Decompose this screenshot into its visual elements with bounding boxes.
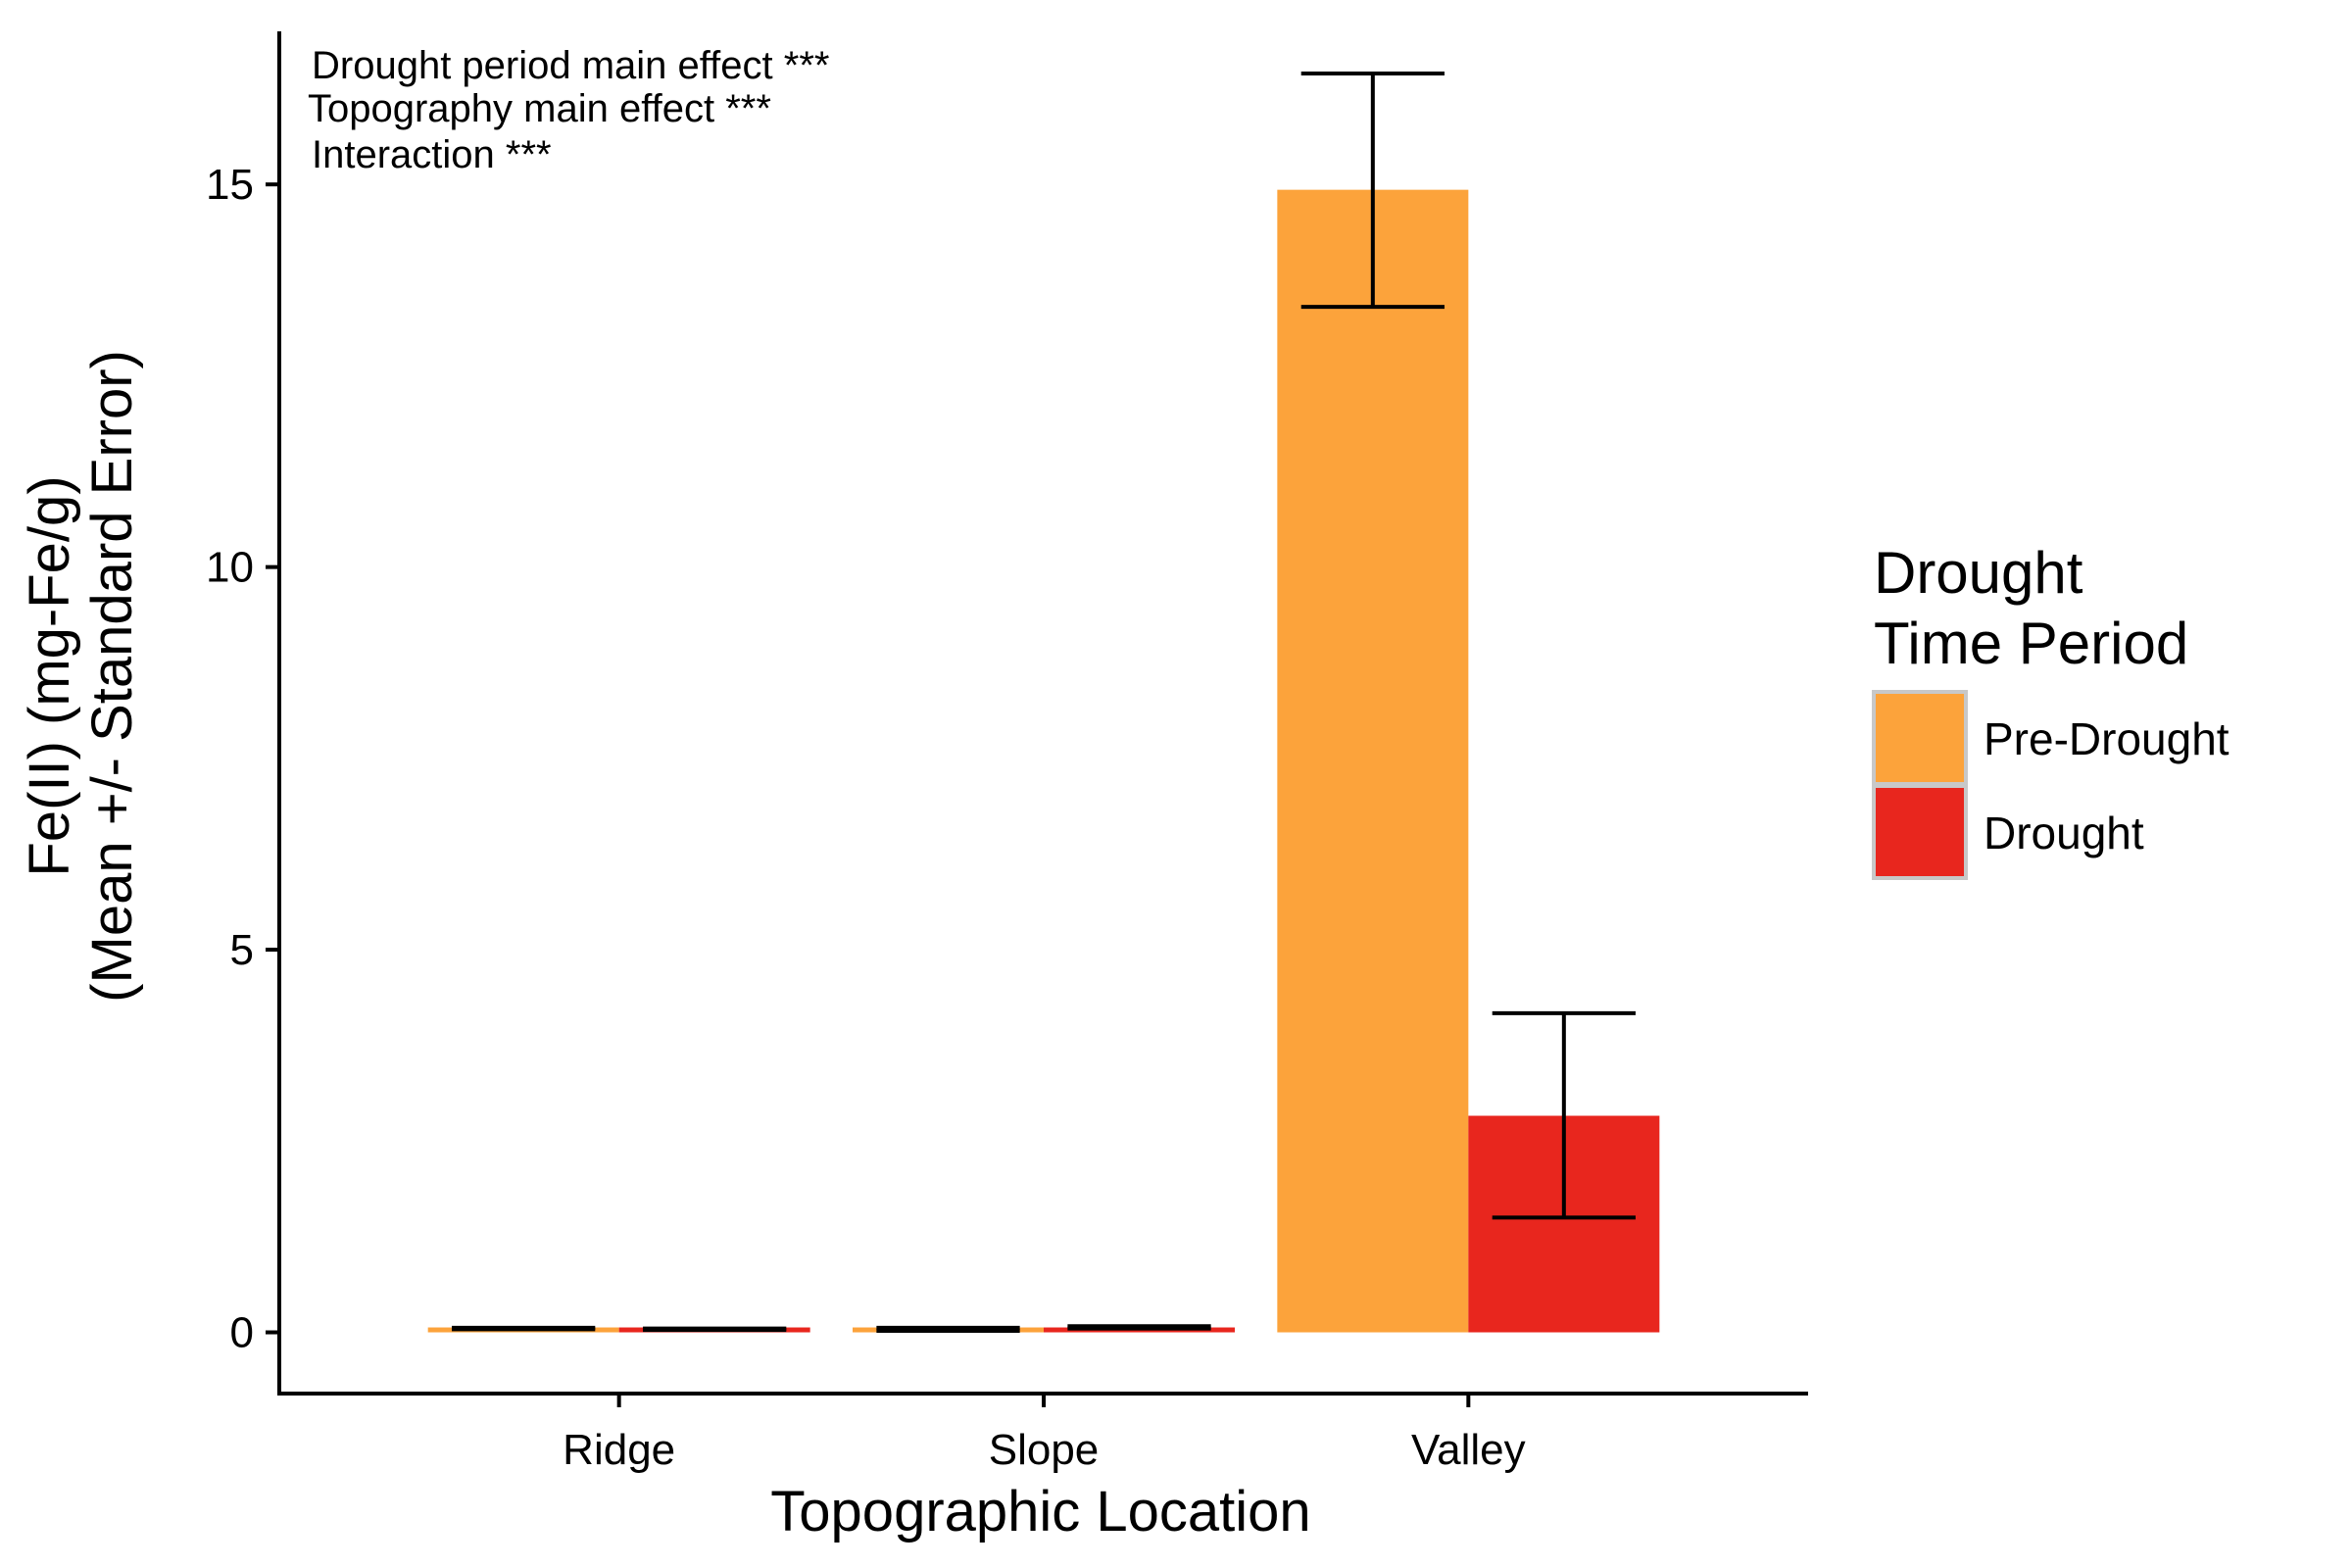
- x-tick-label-ridge: Ridge: [563, 1426, 675, 1474]
- legend-title-line-2: Time Period: [1874, 611, 2188, 676]
- x-tick-label-valley: Valley: [1411, 1426, 1526, 1474]
- y-tick-label-10: 10: [206, 544, 254, 592]
- annotation-drought-period: Drought period main effect ***: [312, 44, 829, 87]
- y-axis-title-line-2: (Mean +/- Standard Error): [80, 350, 144, 1003]
- x-ticks: Ridge Slope Valley: [563, 1394, 1526, 1474]
- y-tick-label-5: 5: [230, 926, 254, 974]
- legend-title-line-1: Drought: [1874, 540, 2083, 606]
- legend-label-pre-drought: Pre-Drought: [1984, 713, 2230, 764]
- legend-key-drought: [1872, 784, 1968, 880]
- annotations: Drought period main effect *** Topograph…: [308, 44, 829, 176]
- annotation-topography: Topography main effect ***: [308, 87, 771, 130]
- y-axis-title-line-1: Fe(II) (mg-Fe/g): [18, 475, 81, 876]
- legend-label-drought: Drought: [1984, 808, 2144, 858]
- x-axis-title: Topographic Location: [770, 1480, 1310, 1544]
- y-ticks: 0 5 10 15: [206, 161, 279, 1357]
- y-tick-label-0: 0: [230, 1309, 254, 1357]
- x-tick-label-slope: Slope: [989, 1426, 1100, 1474]
- y-axis-title: Fe(II) (mg-Fe/g) (Mean +/- Standard Erro…: [18, 350, 144, 1003]
- errorbars-layer: [452, 71, 1636, 1333]
- bars-layer: [427, 189, 1660, 1333]
- legend-key-pre-drought: [1872, 690, 1968, 786]
- bar-pre-drought-valley: [1277, 189, 1469, 1333]
- legend: Drought Time Period Pre-Drought Drought: [1872, 540, 2230, 880]
- y-tick-label-15: 15: [206, 161, 254, 209]
- annotation-interaction: Interaction ***: [312, 133, 552, 176]
